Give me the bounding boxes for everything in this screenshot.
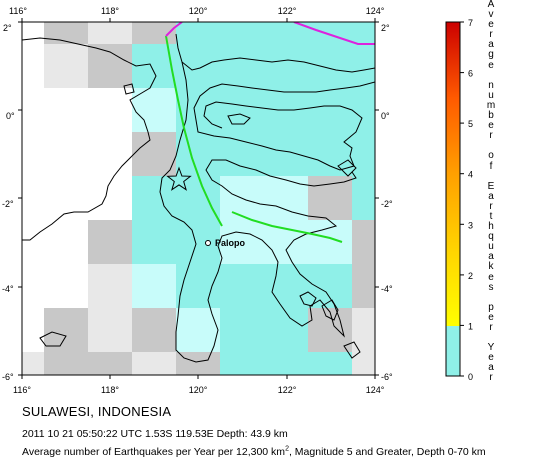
lat-tick-right-minus4: -4° — [381, 284, 393, 294]
lat-tick-left-minus2: -2° — [2, 199, 14, 209]
legend-tick-7: 7 — [468, 18, 473, 28]
legend-title-glyph: h — [488, 221, 494, 233]
plate-boundary-green-east — [231, 211, 343, 243]
lon-tick-top-116: 116° — [9, 6, 27, 16]
legend-tick-0: 0 — [468, 372, 473, 382]
legend-title-glyph: E — [487, 180, 495, 192]
region-title: SULAWESI, INDONESIA — [22, 404, 172, 419]
legend-title-glyph: f — [489, 160, 493, 172]
lat-tick-left-minus6: -6° — [2, 372, 14, 382]
map-footer: Average number of Earthquakes per Year p… — [22, 445, 486, 459]
lon-labels: 116° 118° 120° 122° 124° 116° 118° 120° … — [9, 6, 385, 395]
lon-tick-bottom-118: 118° — [101, 385, 119, 395]
legend-title-glyph: a — [488, 190, 494, 202]
legend-title-glyph: o — [488, 150, 494, 162]
legend-title-glyph: u — [488, 89, 494, 101]
color-bar-labels: 7 6 5 4 3 2 1 0 — [468, 18, 473, 382]
legend-title-glyph: r — [489, 200, 493, 212]
lat-labels: 2° 0° -2° -4° -6° 2° 0° -2° -4° -6° — [2, 23, 393, 382]
legend-tick-1: 1 — [468, 321, 473, 331]
plate-boundaries — [165, 22, 375, 243]
legend-title-glyph: a — [488, 362, 494, 374]
lon-tick-bottom-116: 116° — [13, 385, 31, 395]
lat-tick-left-minus4: -4° — [2, 284, 14, 294]
lat-tick-left-0: 0° — [6, 111, 15, 121]
lat-tick-right-2: 2° — [381, 23, 390, 33]
legend-title-glyph: s — [488, 281, 494, 293]
legend-title-glyph: A — [487, 0, 495, 10]
legend-title-glyph: b — [488, 110, 494, 122]
plate-boundary-green-west — [165, 35, 223, 227]
epicenter-star-icon — [166, 166, 192, 191]
lon-tick-top-122: 122° — [278, 6, 297, 16]
lon-tick-top-120: 120° — [189, 6, 208, 16]
legend-title-glyph: p — [488, 301, 494, 313]
lon-tick-bottom-120: 120° — [189, 385, 208, 395]
lat-tick-right-0: 0° — [381, 111, 390, 121]
map-ticks — [18, 18, 379, 379]
legend-tick-3: 3 — [468, 220, 473, 230]
legend-title-glyph: u — [488, 241, 494, 253]
footer-text-post: , Magnitude 5 and Greater, Depth 0-70 km — [288, 446, 486, 458]
lon-tick-top-118: 118° — [101, 6, 119, 16]
city-label: Palopo — [215, 238, 246, 248]
legend-title-glyph: r — [489, 29, 493, 41]
lat-tick-left-2: 2° — [3, 23, 12, 33]
legend-tick-5: 5 — [468, 119, 473, 129]
coastlines — [22, 33, 375, 363]
legend-tick-4: 4 — [468, 170, 473, 180]
legend-title-glyph: e — [488, 352, 494, 364]
plate-boundary-magenta — [165, 22, 375, 45]
legend-title-glyph: q — [488, 231, 494, 243]
event-info: 2011 10 21 05:50:22 UTC 1.53S 119.53E De… — [22, 428, 288, 440]
footer-superscript: 2 — [285, 445, 289, 453]
color-bar-ticks — [460, 21, 464, 377]
legend-title-glyph: m — [486, 99, 496, 111]
legend-title-glyph: e — [488, 271, 494, 283]
legend-title-glyph: k — [488, 261, 494, 273]
legend-title-glyph: e — [488, 59, 494, 71]
city-marker-icon — [205, 240, 211, 246]
legend-title-glyph: a — [488, 39, 494, 51]
footer-text-pre: Average number of Earthquakes per Year p… — [22, 446, 286, 458]
legend-title-glyph: t — [489, 210, 493, 222]
legend-title-glyph: n — [488, 79, 494, 91]
legend-title-glyph: r — [489, 322, 493, 333]
legend-title-glyph: Y — [487, 342, 495, 354]
legend-title-glyph: v — [488, 9, 494, 21]
lat-tick-right-minus2: -2° — [381, 199, 393, 209]
legend-title-glyph: g — [488, 49, 494, 61]
legend-title-glyph: e — [488, 120, 494, 132]
rate-grid — [22, 22, 375, 375]
lon-tick-top-124: 124° — [366, 6, 385, 16]
legend-title-glyph: a — [488, 251, 494, 263]
legend-title-glyph: r — [489, 372, 493, 384]
legend-title-glyph: r — [489, 130, 493, 142]
lon-tick-bottom-124: 124° — [366, 385, 385, 395]
color-bar — [445, 21, 461, 377]
legend-title-glyph: e — [488, 311, 494, 323]
lat-tick-right-minus6: -6° — [381, 372, 393, 382]
legend-title-glyph: e — [488, 19, 494, 31]
legend-tick-6: 6 — [468, 69, 473, 79]
legend-tick-2: 2 — [468, 271, 473, 281]
lon-tick-bottom-122: 122° — [278, 385, 297, 395]
